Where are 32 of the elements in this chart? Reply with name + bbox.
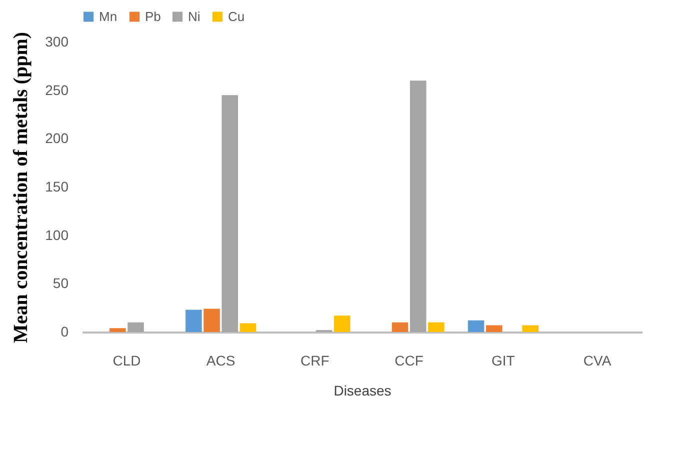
bar (410, 80, 426, 332)
y-tick-label: 100 (45, 226, 69, 243)
x-axis-title: Diseases (334, 382, 392, 398)
bar (486, 325, 502, 332)
bar (186, 310, 202, 332)
x-tick-label: CRF (300, 352, 330, 368)
bar (222, 95, 238, 332)
y-tick-label: 250 (45, 82, 69, 98)
legend-label: Ni (188, 8, 200, 24)
x-tick-label: CLD (112, 352, 141, 368)
y-tick-label: 200 (45, 130, 69, 146)
bar (392, 322, 408, 332)
y-axis-title: Mean concentration of metals (ppm) (10, 32, 32, 344)
bar (204, 308, 220, 332)
x-tick-label: CVA (583, 352, 612, 368)
bar (110, 328, 126, 332)
y-tick-label: 150 (45, 178, 69, 194)
legend-label: Cu (228, 8, 245, 24)
bar (428, 322, 444, 332)
x-tick-label: CCF (394, 352, 424, 368)
bar (128, 322, 144, 332)
x-tick-label: GIT (492, 352, 516, 368)
y-tick-label: 50 (52, 275, 69, 292)
bar (240, 323, 256, 332)
bar (334, 316, 350, 332)
bar (468, 320, 484, 332)
legend-label: Mn (99, 8, 118, 24)
y-tick-label: 300 (45, 34, 69, 50)
legend-label: Pb (145, 8, 161, 24)
bar (522, 325, 538, 332)
y-tick-label: 0 (60, 324, 69, 340)
x-tick-label: ACS (206, 352, 236, 368)
